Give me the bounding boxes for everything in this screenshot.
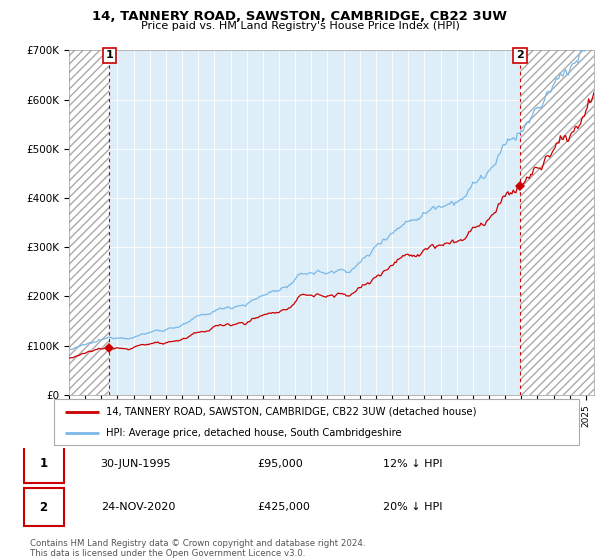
Text: 2: 2 — [40, 501, 48, 514]
Text: 30-JUN-1995: 30-JUN-1995 — [101, 459, 171, 469]
Text: 20% ↓ HPI: 20% ↓ HPI — [383, 502, 442, 512]
Text: £95,000: £95,000 — [257, 459, 303, 469]
Text: £425,000: £425,000 — [257, 502, 310, 512]
Text: 24-NOV-2020: 24-NOV-2020 — [101, 502, 175, 512]
FancyBboxPatch shape — [24, 445, 64, 483]
Text: HPI: Average price, detached house, South Cambridgeshire: HPI: Average price, detached house, Sout… — [107, 428, 402, 438]
FancyBboxPatch shape — [24, 488, 64, 526]
Text: 14, TANNERY ROAD, SAWSTON, CAMBRIDGE, CB22 3UW (detached house): 14, TANNERY ROAD, SAWSTON, CAMBRIDGE, CB… — [107, 407, 477, 417]
Text: Contains HM Land Registry data © Crown copyright and database right 2024.
This d: Contains HM Land Registry data © Crown c… — [30, 539, 365, 558]
Text: 12% ↓ HPI: 12% ↓ HPI — [383, 459, 442, 469]
Text: 14, TANNERY ROAD, SAWSTON, CAMBRIDGE, CB22 3UW: 14, TANNERY ROAD, SAWSTON, CAMBRIDGE, CB… — [92, 10, 508, 23]
Text: 1: 1 — [40, 457, 48, 470]
Text: 1: 1 — [106, 50, 113, 60]
FancyBboxPatch shape — [54, 399, 579, 445]
Text: 2: 2 — [516, 50, 524, 60]
Text: Price paid vs. HM Land Registry's House Price Index (HPI): Price paid vs. HM Land Registry's House … — [140, 21, 460, 31]
